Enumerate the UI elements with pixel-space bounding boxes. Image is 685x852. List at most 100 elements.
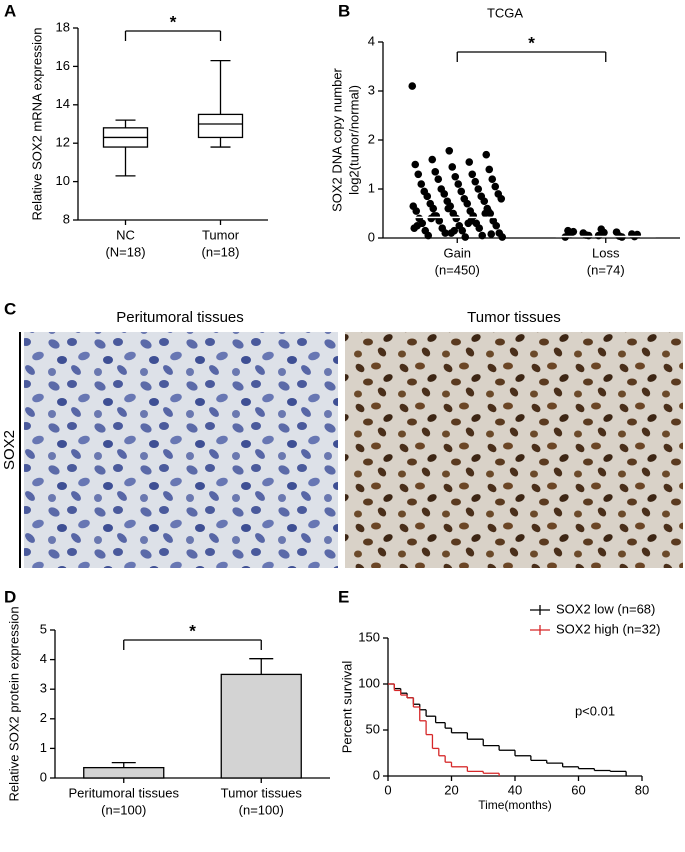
y-tick-label: 2	[368, 131, 375, 146]
x-tick-label: Peritumoral tissues	[68, 785, 179, 800]
point	[412, 207, 421, 215]
annotation: p<0.01	[575, 703, 615, 718]
y-tick-label: 14	[56, 96, 70, 111]
point	[448, 163, 457, 171]
y-tick-label: 1	[368, 180, 375, 195]
point	[428, 155, 437, 164]
point	[491, 182, 500, 191]
point	[569, 227, 578, 236]
image-title: Peritumoral tissues	[116, 309, 244, 326]
point	[454, 180, 463, 188]
y-tick-label: 5	[40, 621, 47, 636]
x-tick-note: (n=74)	[587, 262, 625, 277]
point	[452, 214, 461, 223]
point	[487, 230, 496, 238]
point	[450, 226, 459, 235]
x-tick-note: (n=100)	[239, 802, 284, 817]
point	[424, 231, 433, 240]
point	[497, 195, 506, 203]
y-tick-label: 150	[358, 629, 380, 644]
point	[411, 160, 420, 169]
significance: *	[189, 621, 196, 640]
bar	[83, 766, 165, 779]
point	[478, 231, 487, 240]
point	[468, 170, 477, 179]
point	[435, 217, 444, 225]
x-tick-label: Gain	[444, 245, 471, 260]
y-tick-label: 10	[56, 173, 70, 188]
y-tick-label: 16	[56, 58, 70, 73]
y-tick-label: 0	[40, 769, 47, 784]
significance: *	[528, 33, 535, 52]
x-tick-label: 60	[571, 782, 585, 797]
point	[463, 199, 472, 208]
x-tick-note: (n=450)	[435, 262, 480, 277]
point	[467, 217, 476, 225]
panel-label: C	[4, 299, 16, 318]
point	[488, 175, 497, 183]
y-tick-label: 2	[40, 710, 47, 725]
point	[475, 224, 484, 232]
x-tick-label: 40	[508, 782, 522, 797]
y-tick-label: 0	[373, 767, 380, 782]
y-tick-label: 8	[63, 211, 70, 226]
x-tick-label: Loss	[592, 245, 620, 260]
point	[482, 150, 491, 159]
x-tick-label: Tumor	[202, 227, 240, 242]
y-tick-label: 12	[56, 135, 70, 150]
legend-label: SOX2 low (n=68)	[556, 601, 655, 616]
point	[413, 221, 422, 230]
box	[197, 113, 244, 139]
point	[430, 212, 439, 220]
y-tick-label: 4	[40, 651, 47, 666]
bar	[220, 673, 302, 779]
point	[471, 177, 480, 186]
y-axis-title: Relative SOX2 protein expression	[6, 606, 21, 801]
y-tick-label: 3	[40, 681, 47, 696]
y-axis-title: SOX2 DNA copy number	[329, 67, 344, 211]
point	[451, 172, 460, 181]
point	[480, 197, 489, 206]
y-tick-label: 100	[358, 675, 380, 690]
point	[431, 168, 440, 176]
point	[474, 185, 483, 193]
point	[600, 228, 608, 237]
legend-label: SOX2 high (n=32)	[556, 621, 660, 636]
point	[408, 82, 417, 90]
point	[461, 233, 470, 241]
x-tick-note: (n=18)	[202, 244, 240, 259]
panel-label: E	[338, 587, 349, 606]
x-tick-label: Tumor tissues	[221, 785, 303, 800]
y-axis-title: log2(tumor/normal)	[346, 85, 361, 195]
point	[492, 221, 501, 230]
panel-label: D	[4, 587, 16, 606]
image-title: Tumor tissues	[467, 309, 561, 326]
panel-label: B	[338, 1, 350, 20]
x-tick-label: NC	[116, 227, 135, 242]
significance: *	[170, 12, 177, 31]
y-tick-label: 1	[40, 740, 47, 755]
point	[434, 175, 443, 183]
chart-title: TCGA	[487, 5, 523, 20]
y-tick-label: 18	[56, 19, 70, 34]
x-tick-label: 80	[635, 782, 649, 797]
point	[457, 187, 466, 196]
x-tick-note: (n=100)	[101, 802, 146, 817]
point	[484, 207, 493, 215]
point	[440, 190, 449, 198]
point	[485, 165, 494, 174]
y-tick-label: 3	[368, 82, 375, 97]
point	[445, 146, 454, 155]
point	[423, 192, 432, 201]
x-tick-note: (N=18)	[105, 244, 145, 259]
y-axis-title: Percent survival	[339, 661, 354, 754]
point	[458, 226, 467, 235]
x-tick-label: 20	[444, 782, 458, 797]
point	[414, 170, 423, 179]
peritumoral-image	[24, 332, 338, 568]
y-tick-label: 4	[368, 33, 375, 48]
y-tick-label: 0	[368, 229, 375, 244]
point	[498, 233, 507, 241]
y-axis-title: Relative SOX2 mRNA expression	[29, 28, 44, 221]
